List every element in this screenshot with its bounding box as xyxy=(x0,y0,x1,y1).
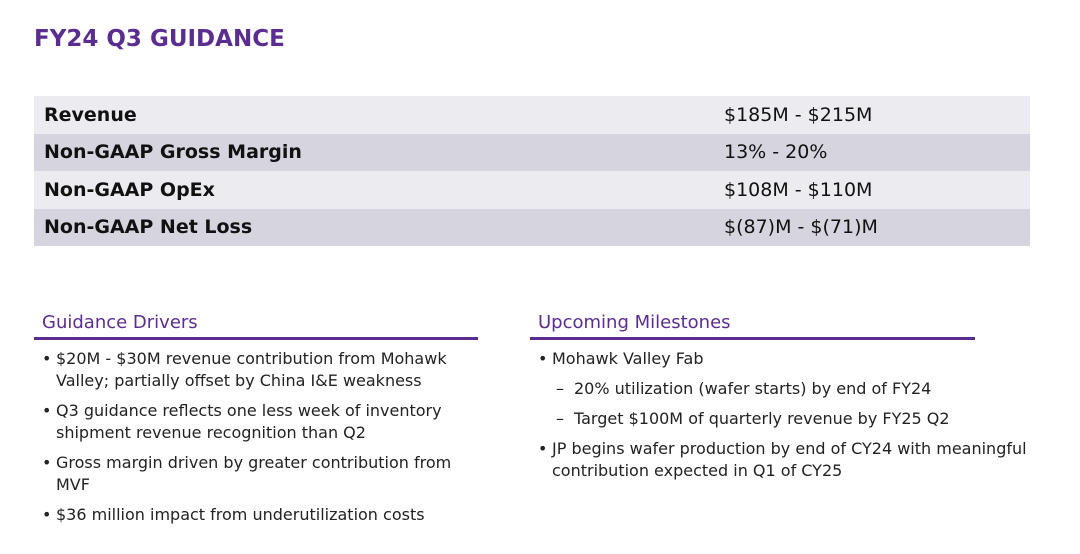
row-label: Revenue xyxy=(44,103,137,126)
driver-item: $20M - $30M revenue contribution from Mo… xyxy=(42,348,478,392)
row-label: Non-GAAP Gross Margin xyxy=(44,141,302,164)
driver-item: $36 million impact from underutilization… xyxy=(42,504,478,526)
row-value: $185M - $215M xyxy=(724,103,873,126)
milestone-item: JP begins wafer production by end of CY2… xyxy=(538,438,1035,482)
milestone-item: Mohawk Valley Fab xyxy=(538,348,1035,370)
row-value: $108M - $110M xyxy=(724,178,873,201)
table-row: Non-GAAP Gross Margin 13% - 20% xyxy=(34,133,1030,171)
row-label: Non-GAAP OpEx xyxy=(44,178,215,201)
row-value: 13% - 20% xyxy=(724,141,828,164)
milestone-subitem: Target $100M of quarterly revenue by FY2… xyxy=(556,408,1035,430)
title: FY24 Q3 GUIDANCE xyxy=(34,26,285,52)
milestones-title: Upcoming Milestones xyxy=(530,312,975,340)
table-row: Non-GAAP Net Loss $(87)M - $(71)M xyxy=(34,208,1030,246)
drivers-list: $20M - $30M revenue contribution from Mo… xyxy=(34,348,478,526)
driver-item: Q3 guidance reflects one less week of in… xyxy=(42,400,478,444)
milestone-subitem: 20% utilization (wafer starts) by end of… xyxy=(556,378,1035,400)
driver-item: Gross margin driven by greater contribut… xyxy=(42,452,478,496)
drivers: Guidance Drivers $20M - $30M revenue con… xyxy=(34,312,478,534)
guidance-table: Revenue $185M - $215M Non-GAAP Gross Margi… xyxy=(34,96,1030,246)
row-label: Non-GAAP Net Loss xyxy=(44,216,253,239)
table-row: Revenue $185M - $215M xyxy=(34,96,1030,134)
drivers-title: Guidance Drivers xyxy=(34,312,478,340)
milestones-list: Mohawk Valley Fab 20% utilization (wafer … xyxy=(530,348,1035,482)
milestones: Upcoming Milestones Mohawk Valley Fab 20%… xyxy=(530,312,1035,490)
table-row: Non-GAAP OpEx $108M - $110M xyxy=(34,171,1030,209)
row-value: $(87)M - $(71)M xyxy=(724,216,878,239)
